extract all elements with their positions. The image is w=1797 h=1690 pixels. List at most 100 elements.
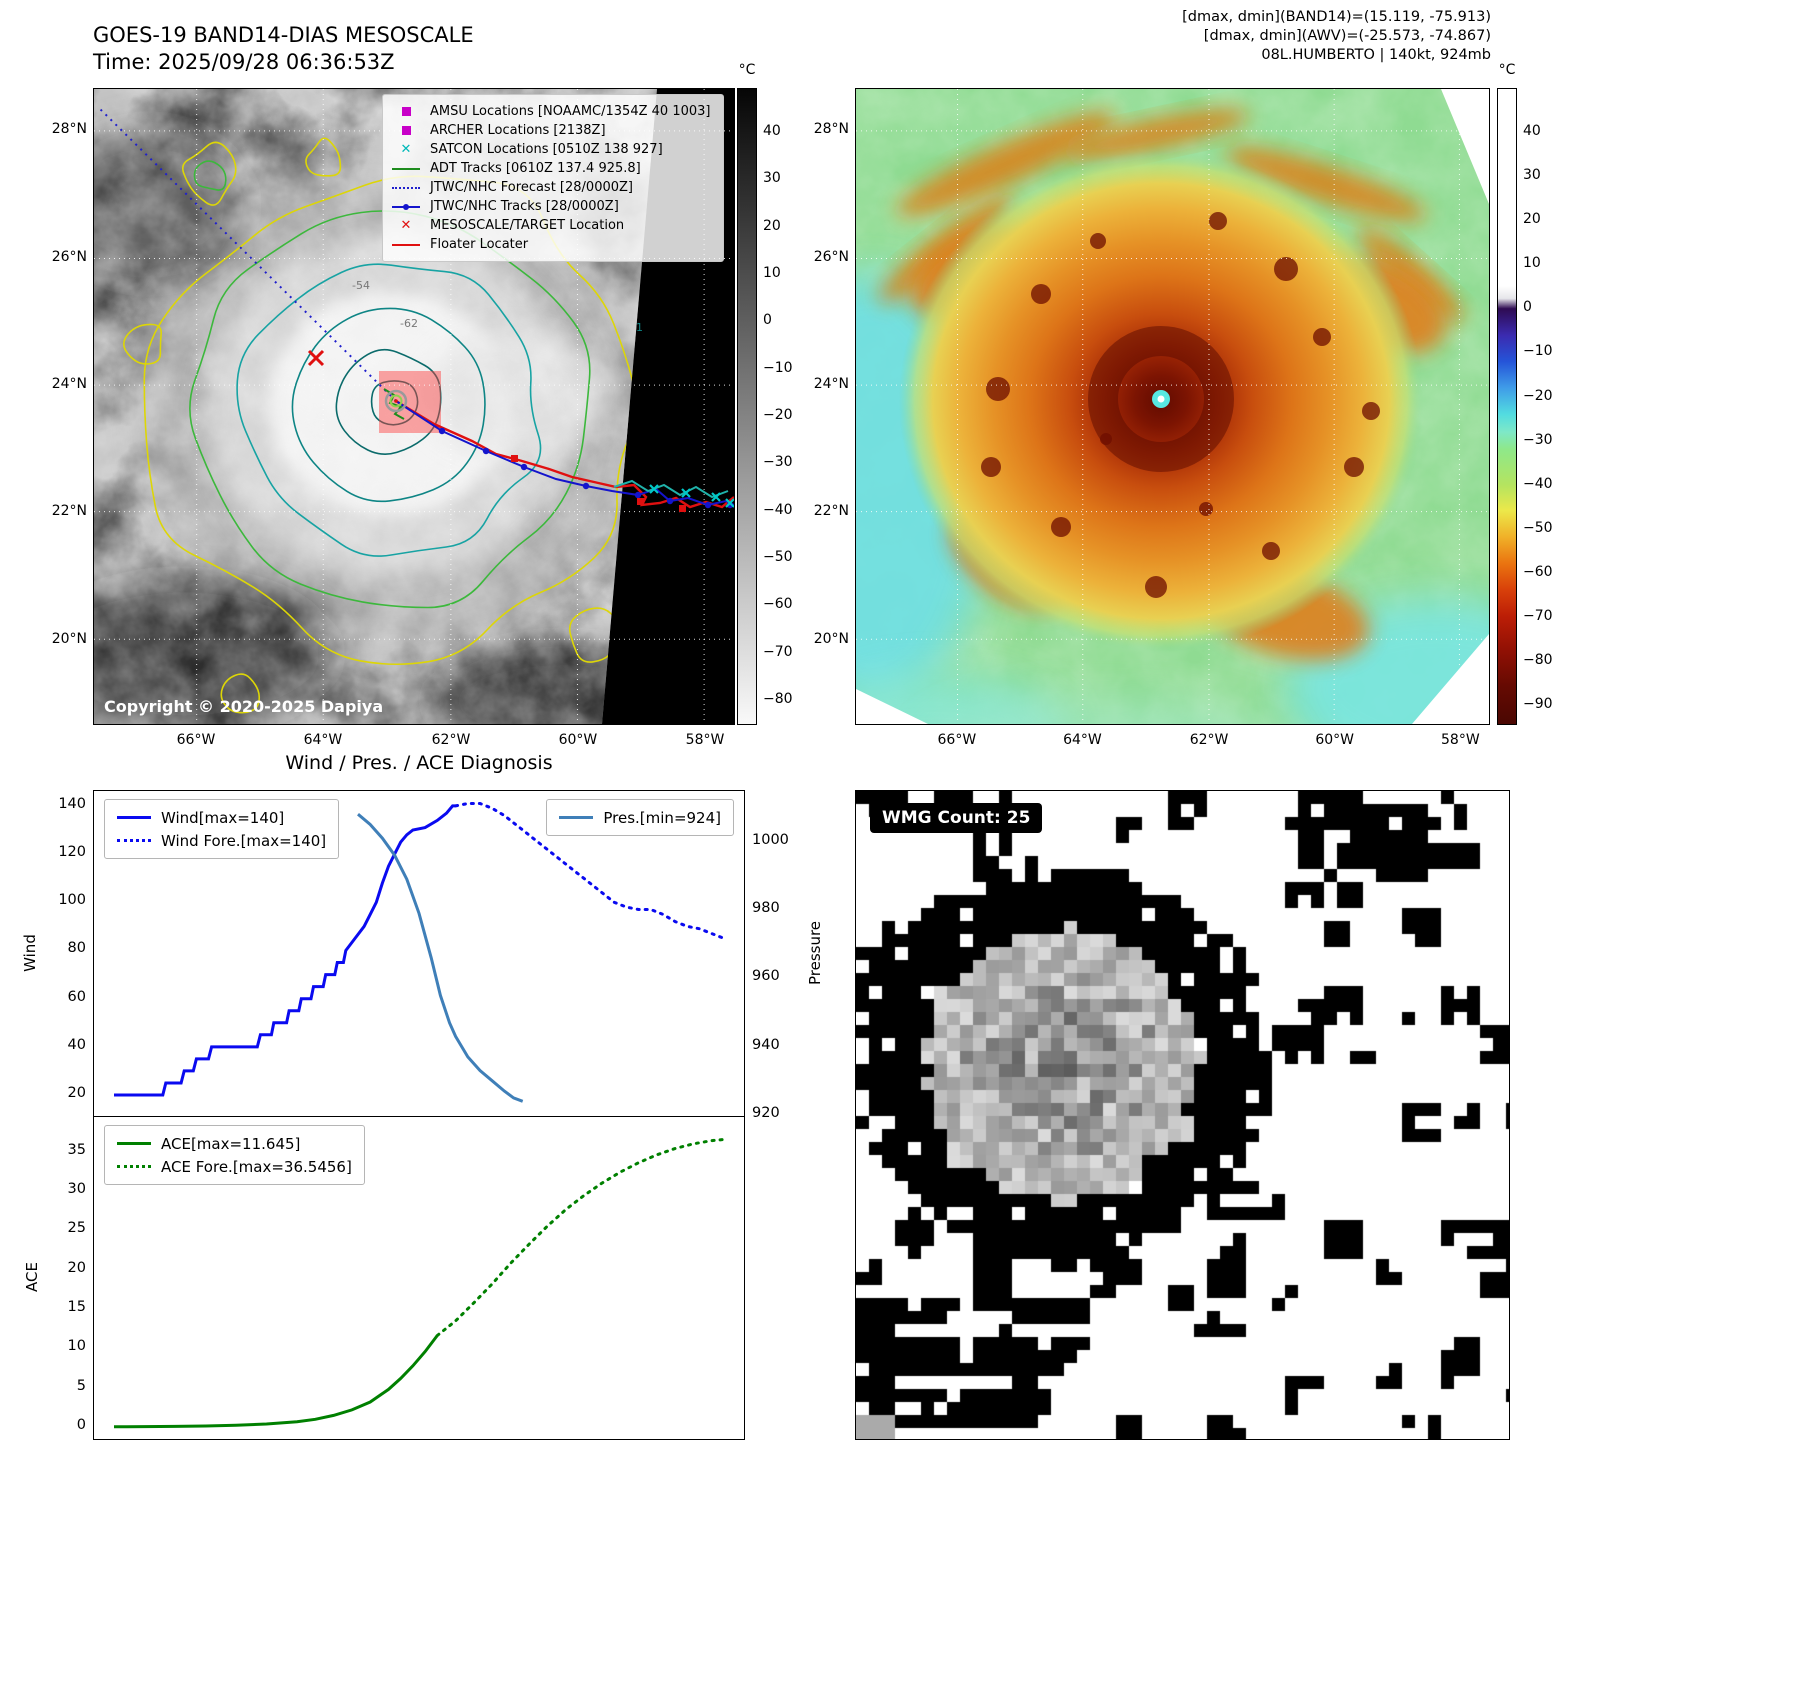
pressure-tick-label: 920 <box>752 1104 780 1121</box>
legend-item-label: ADT Tracks [0610Z 137.4 925.8] <box>430 161 641 176</box>
ace-chart: ACE[max=11.645] ACE Fore.[max=36.5456] <box>93 1116 745 1440</box>
line-dot-marker-icon <box>391 203 421 211</box>
colorbar-tick-label: 40 <box>1523 123 1541 140</box>
colorbar-tick-label: 10 <box>763 264 781 281</box>
x-marker-icon: ✕ <box>400 218 412 233</box>
satcon-x-markers <box>649 484 734 508</box>
colorbar-tick-label: 20 <box>763 217 781 234</box>
lat-tick-label: 20°N <box>51 630 87 647</box>
colorbar-tick-label: −80 <box>763 690 793 707</box>
wmg-panel: WMG Count: 25 <box>855 790 1510 1440</box>
square-marker-icon <box>391 107 421 116</box>
lat-tick-label: 28°N <box>51 120 87 137</box>
colorbar-tick-label: −50 <box>763 548 793 565</box>
ace-plot-area <box>113 1138 726 1429</box>
line-marker-icon <box>391 243 421 246</box>
wind-tick-label: 60 <box>67 988 86 1005</box>
colorbar-tick-label: −60 <box>763 596 793 613</box>
lat-tick-label: 22°N <box>51 502 87 519</box>
awv-colorbar <box>1497 88 1517 725</box>
lat-tick-label: 26°N <box>813 249 849 265</box>
lon-tick-label: 66°W <box>176 732 216 748</box>
adt-track-line <box>383 388 405 420</box>
satcon-track-line <box>613 479 729 499</box>
colorbar-tick-label: −40 <box>1523 475 1553 492</box>
contour-label: -62 <box>400 317 418 330</box>
lon-tick-label: 60°W <box>558 732 598 748</box>
wind-forecast-legend-label: Wind Fore.[max=140] <box>161 831 327 850</box>
ace-legend-label: ACE[max=11.645] <box>161 1134 301 1153</box>
wind-line-sample <box>117 816 151 819</box>
lon-tick-label: 58°W <box>1441 732 1480 748</box>
wind-pressure-plot-area <box>114 802 726 1103</box>
cold-overshoot-speckles <box>981 212 1380 598</box>
lat-tick-label: 24°N <box>813 376 849 393</box>
wind-tick-label: 80 <box>67 940 86 957</box>
x-marker-icon: ✕ <box>400 142 412 157</box>
colorbar-tick-label: −30 <box>1523 431 1553 448</box>
colorbar-tick-label: −10 <box>763 359 793 376</box>
diagnosis-title: Wind / Pres. / ACE Diagnosis <box>285 752 553 774</box>
track-markers <box>307 349 734 512</box>
awv-map <box>855 88 1490 725</box>
ace-tick-label: 25 <box>67 1220 86 1237</box>
colorbar-tick-label: −60 <box>1523 563 1553 580</box>
lon-tick-label: 66°W <box>937 732 977 748</box>
wmg-pixel-image <box>856 791 1509 1439</box>
pressure-tick-label: 980 <box>752 899 780 916</box>
contour-label: -54 <box>352 279 370 292</box>
legend-item-label: JTWC/NHC Forecast [28/0000Z] <box>430 180 633 195</box>
pressure-tick-label: 1000 <box>752 831 789 848</box>
wind-tick-label: 20 <box>67 1085 86 1102</box>
pressure-axis-label: Pressure <box>806 920 824 986</box>
colorbar-tick-label: 30 <box>763 170 781 187</box>
series-line <box>435 1138 726 1337</box>
band14-map: -54 -62 1 AMSU Locations [NOAAMC/1354Z 4… <box>93 88 735 725</box>
colorbar-tick-label: −70 <box>763 643 793 660</box>
series-line <box>114 804 456 1097</box>
pressure-legend: Pres.[min=924] <box>546 799 734 836</box>
floater-squares <box>511 455 686 512</box>
ace-tick-label: 20 <box>67 1259 86 1276</box>
legend-item: ARCHER Locations [2138Z] <box>391 121 715 140</box>
colorbar-tick-label: 20 <box>1523 211 1541 228</box>
eyewall-ring <box>1088 326 1234 472</box>
square-marker-icon <box>391 126 421 135</box>
legend-item: ✕ SATCON Locations [0510Z 138 927] <box>391 140 715 159</box>
legend-item-label: Floater Locater <box>430 237 529 252</box>
lon-tick-label: 60°W <box>1315 732 1354 748</box>
wmg-count-badge: WMG Count: 25 <box>870 803 1043 833</box>
legend-item: AMSU Locations [NOAAMC/1354Z 40 1003] <box>391 102 715 121</box>
ace-tick-label: 30 <box>67 1181 86 1197</box>
colorbar-tick-label: −40 <box>763 501 793 518</box>
lon-tick-label: 64°W <box>1063 732 1102 748</box>
jtwc-track-line <box>395 400 734 507</box>
colorbar-tick-label: 30 <box>1523 167 1541 184</box>
legend-item: Floater Locater <box>391 235 715 254</box>
wind-tick-label: 100 <box>58 892 86 909</box>
lon-tick-label: 64°W <box>303 732 343 748</box>
wind-axis-label: Wind <box>21 934 39 972</box>
ace-tick-label: 35 <box>67 1141 86 1158</box>
band14-colorbar <box>737 88 757 725</box>
storm-id-intensity: 08L.HUMBERTO | 140kt, 924mb <box>1261 47 1491 63</box>
copyright-text: Copyright © 2020-2025 Dapiya <box>104 697 384 716</box>
colorbar-tick-label: 0 <box>763 312 772 329</box>
colorbar-tick-label: −20 <box>763 406 793 423</box>
legend-item-label: SATCON Locations [0510Z 138 927] <box>430 142 663 157</box>
wind-tick-label: 140 <box>58 795 86 812</box>
lat-tick-label: 28°N <box>813 120 849 137</box>
lat-tick-label: 22°N <box>813 502 849 519</box>
colorbar-tick-label: −50 <box>1523 519 1553 536</box>
legend-item-label: MESOSCALE/TARGET Location <box>430 218 625 233</box>
ace-forecast-line-sample <box>117 1165 151 1168</box>
line-marker-icon <box>391 167 421 170</box>
ace-line-sample <box>117 1142 151 1145</box>
wind-tick-label: 40 <box>67 1036 86 1053</box>
colorbar-tick-label: 10 <box>1523 255 1541 272</box>
band14-title: GOES-19 BAND14-DIAS MESOSCALE <box>93 23 474 47</box>
legend-item-label: AMSU Locations [NOAAMC/1354Z 40 1003] <box>430 104 711 119</box>
colorbar-tick-label: −90 <box>1523 696 1553 713</box>
ace-tick-label: 15 <box>67 1299 86 1316</box>
